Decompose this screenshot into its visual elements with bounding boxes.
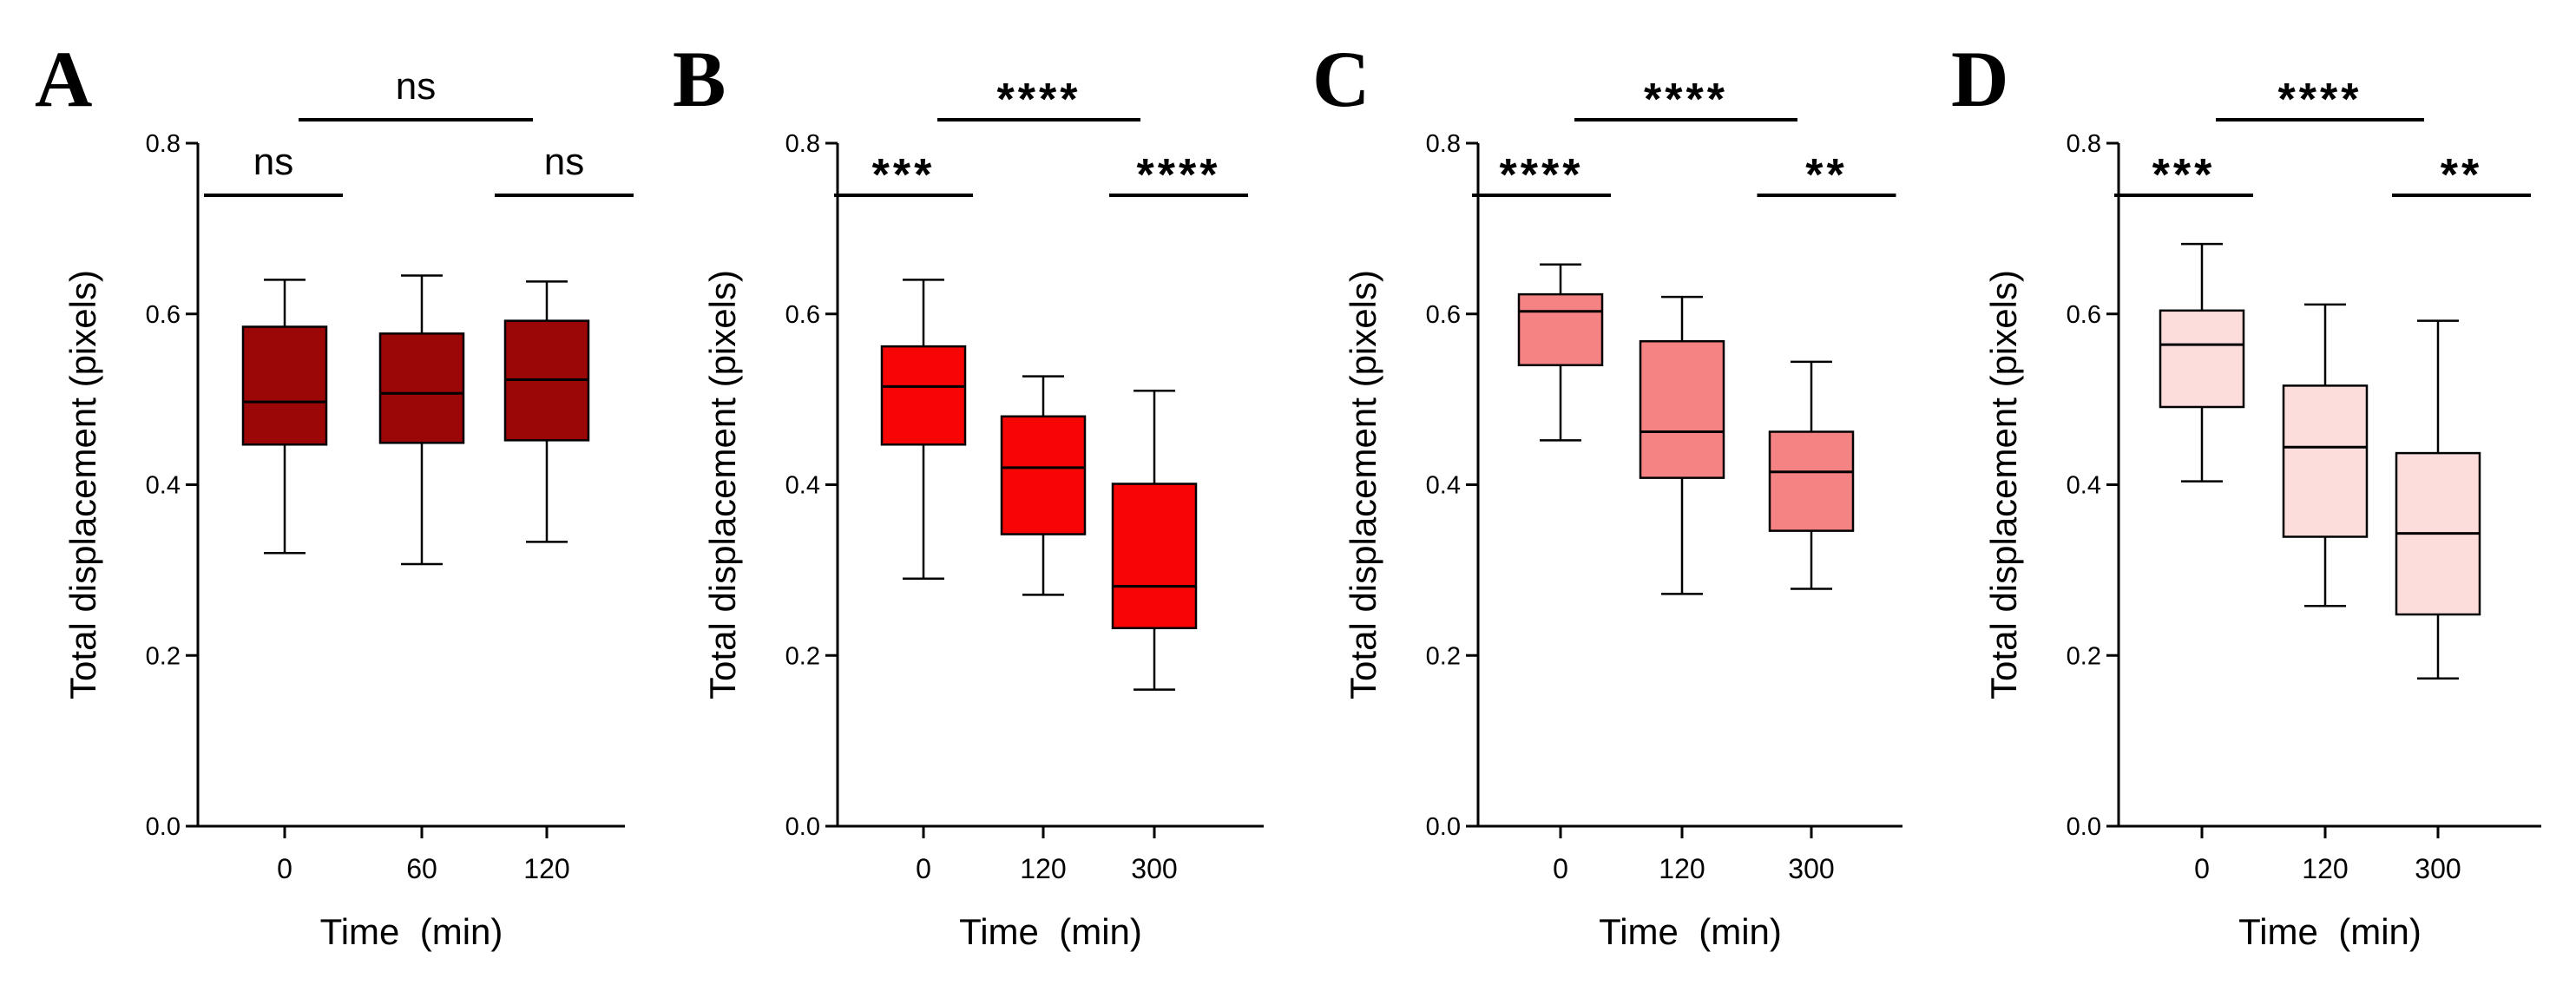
y-tick-label: 0.4 bbox=[146, 472, 181, 500]
significance-label: ns bbox=[544, 141, 584, 183]
box-1 bbox=[2282, 303, 2369, 607]
box-2 bbox=[1111, 390, 1198, 691]
y-tick-label: 0.4 bbox=[2067, 472, 2101, 500]
significance-label: *** bbox=[872, 150, 936, 200]
box-iqr bbox=[378, 332, 465, 444]
significance-label: **** bbox=[1500, 150, 1584, 200]
y-tick-label: 0.0 bbox=[1426, 813, 1461, 841]
x-tick-label: 120 bbox=[2302, 853, 2348, 884]
box-1 bbox=[1639, 295, 1725, 595]
significance-label: ns bbox=[253, 141, 293, 183]
x-tick-label: 0 bbox=[277, 853, 292, 884]
box-2 bbox=[503, 280, 590, 543]
box-0 bbox=[1517, 263, 1604, 442]
y-tick-label: 0.6 bbox=[1426, 301, 1461, 329]
y-axis-title: Total displacement (pixels) bbox=[1983, 270, 2024, 699]
y-tick-label: 0.8 bbox=[2067, 130, 2101, 158]
box-iqr bbox=[2282, 384, 2369, 538]
panel-letter: B bbox=[673, 35, 726, 123]
significance-label: *** bbox=[2152, 150, 2216, 200]
x-tick-label: 120 bbox=[1020, 853, 1066, 884]
significance-label: ns bbox=[396, 65, 436, 108]
box-2 bbox=[2395, 319, 2481, 680]
panel-letter: A bbox=[35, 35, 92, 123]
x-axis-title: Time (min) bbox=[320, 911, 503, 952]
y-axis-title: Total displacement (pixels) bbox=[62, 270, 103, 699]
y-tick-label: 0.2 bbox=[146, 642, 181, 670]
x-axis-title: Time (min) bbox=[2238, 911, 2422, 952]
x-tick-label: 0 bbox=[1553, 853, 1568, 884]
significance-label: ** bbox=[1805, 150, 1847, 200]
x-tick-label: 300 bbox=[2415, 853, 2461, 884]
box-iqr bbox=[1111, 483, 1198, 630]
box-iqr bbox=[2159, 309, 2245, 409]
panel-c: C 0.0 0.2 0.4 0.6 0.8 Total displacement (pixe… bbox=[1312, 35, 1902, 952]
box-0 bbox=[241, 279, 328, 555]
panel-d: D 0.0 0.2 0.4 0.6 0.8 Total displacement (pixe… bbox=[1951, 35, 2541, 952]
box-iqr bbox=[880, 345, 967, 446]
y-tick-label: 0.2 bbox=[1426, 642, 1461, 670]
x-axis-title: Time (min) bbox=[1599, 911, 1782, 952]
y-tick-label: 0.2 bbox=[785, 642, 820, 670]
y-tick-label: 0.6 bbox=[146, 301, 181, 329]
panel-letter: C bbox=[1312, 35, 1370, 123]
box-iqr bbox=[241, 325, 328, 446]
x-tick-label: 0 bbox=[2194, 853, 2210, 884]
y-tick-label: 0.4 bbox=[785, 472, 820, 500]
box-iqr bbox=[1517, 292, 1604, 367]
box-iqr bbox=[1639, 339, 1725, 479]
box-2 bbox=[1768, 360, 1855, 590]
y-axis-title: Total displacement (pixels) bbox=[702, 270, 743, 699]
y-tick-label: 0.0 bbox=[146, 813, 181, 841]
significance-label: ** bbox=[2441, 150, 2482, 200]
box-iqr bbox=[1768, 430, 1855, 532]
y-tick-label: 0.4 bbox=[1426, 472, 1461, 500]
x-tick-label: 300 bbox=[1131, 853, 1177, 884]
x-tick-label: 120 bbox=[1659, 853, 1705, 884]
box-iqr bbox=[1000, 415, 1087, 535]
y-tick-label: 0.8 bbox=[146, 130, 181, 158]
x-tick-label: 0 bbox=[916, 853, 931, 884]
panel-a: A 0.0 0.2 0.4 0.6 0.8 Total displacement (pixe… bbox=[35, 35, 634, 952]
panel-letter: D bbox=[1951, 35, 2008, 123]
significance-label: **** bbox=[1644, 75, 1728, 125]
y-tick-label: 0.0 bbox=[2067, 813, 2101, 841]
box-1 bbox=[1000, 375, 1087, 596]
y-tick-label: 0.2 bbox=[2067, 642, 2101, 670]
x-tick-label: 120 bbox=[523, 853, 569, 884]
box-0 bbox=[880, 279, 967, 580]
significance-label: **** bbox=[2278, 75, 2362, 125]
y-tick-label: 0.6 bbox=[785, 301, 820, 329]
x-tick-label: 60 bbox=[406, 853, 437, 884]
y-axis-title: Total displacement (pixels) bbox=[1343, 270, 1383, 699]
y-tick-label: 0.0 bbox=[785, 813, 820, 841]
x-axis-title: Time (min) bbox=[959, 911, 1142, 952]
significance-label: **** bbox=[997, 75, 1081, 125]
x-tick-label: 300 bbox=[1788, 853, 1834, 884]
box-0 bbox=[2159, 242, 2245, 483]
y-tick-label: 0.8 bbox=[785, 130, 820, 158]
y-tick-label: 0.6 bbox=[2067, 301, 2101, 329]
box-1 bbox=[378, 274, 465, 566]
panel-b: B 0.0 0.2 0.4 0.6 0.8 Total displacement (pixe… bbox=[673, 35, 1264, 952]
significance-label: **** bbox=[1137, 150, 1221, 200]
y-tick-label: 0.8 bbox=[1426, 130, 1461, 158]
